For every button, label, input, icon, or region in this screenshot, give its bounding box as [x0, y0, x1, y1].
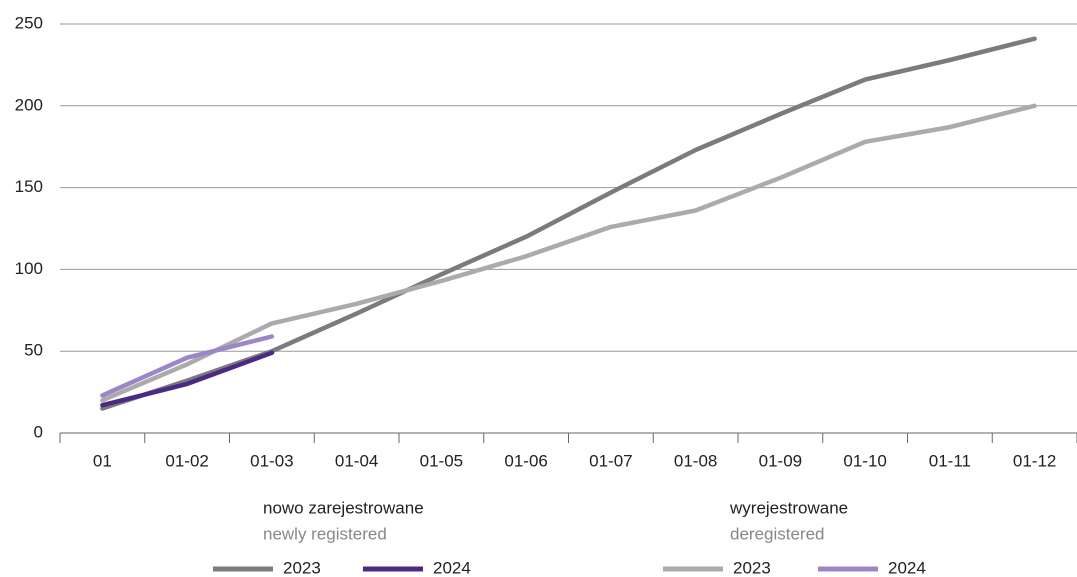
legend-label: 2024: [433, 558, 471, 577]
series-line: [100, 350, 275, 408]
x-tick-label: 01-07: [589, 451, 632, 470]
y-tick-label: 150: [15, 177, 43, 196]
y-tick-label: 50: [24, 341, 43, 360]
legend-label: 2024: [888, 558, 926, 577]
x-tick-label: 01-03: [250, 451, 293, 470]
legend-group-title: nowo zarejestrowane: [263, 498, 424, 517]
legend-group-subtitle: newly registered: [263, 524, 387, 543]
legend-label: 2023: [733, 558, 771, 577]
y-tick-label: 200: [15, 95, 43, 114]
y-tick-label: 250: [15, 13, 43, 32]
x-tick-label: 01-02: [165, 451, 208, 470]
x-tick-label: 01: [93, 451, 112, 470]
x-tick-label: 01-08: [674, 451, 717, 470]
legend-group-title: wyrejestrowane: [729, 498, 848, 517]
x-tick-label: 01-05: [420, 451, 463, 470]
y-tick-label: 100: [15, 259, 43, 278]
x-tick-label: 01-04: [335, 451, 378, 470]
legend-label: 2023: [283, 558, 321, 577]
x-tick-label: 01-10: [843, 451, 886, 470]
y-tick-label: 0: [34, 422, 43, 441]
x-tick-label: 01-11: [929, 451, 971, 470]
x-tick-label: 01-06: [504, 451, 547, 470]
series-line: [100, 36, 1037, 411]
x-tick-label: 01-09: [759, 451, 802, 470]
x-tick-label: 01-12: [1013, 451, 1056, 470]
legend-group-subtitle: deregistered: [730, 524, 825, 543]
series-line: [100, 103, 1037, 403]
series-line: [100, 334, 275, 398]
